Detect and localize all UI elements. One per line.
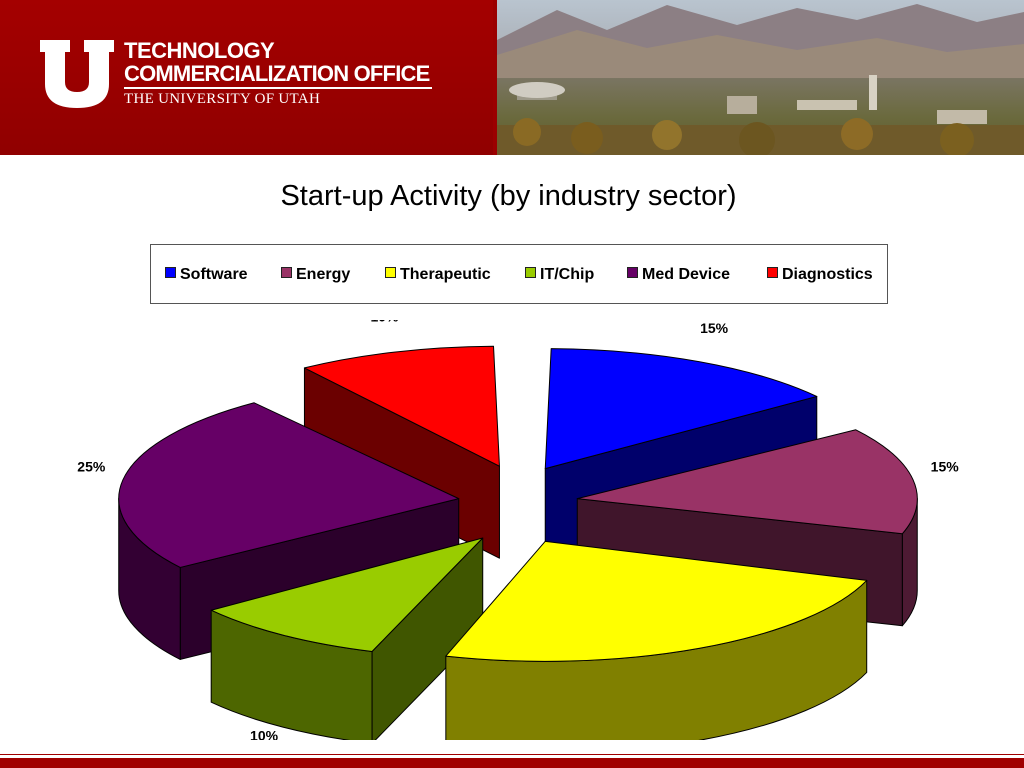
logo-block: TECHNOLOGY COMMERCIALIZATION OFFICE THE …: [0, 0, 493, 155]
slice-top-face: [544, 348, 818, 470]
org-name-line2: COMMERCIALIZATION OFFICE: [124, 61, 430, 86]
legend-label: Therapeutic: [400, 266, 491, 283]
legend-label: IT/Chip: [540, 266, 595, 283]
slice-top-face: [118, 402, 460, 568]
slice-top-face: [303, 345, 500, 467]
data-label-software: 15%: [700, 320, 729, 336]
pie-chart: 15%15%25%10%25%10%: [77, 320, 960, 740]
legend-item-software: Software: [165, 266, 248, 284]
legend-swatch: [627, 267, 638, 278]
legend-swatch: [767, 267, 778, 278]
legend-swatch: [385, 267, 396, 278]
pie-slice-it-chip: [210, 537, 484, 740]
data-label-energy: 15%: [931, 458, 960, 474]
block-u-logo-icon: [40, 40, 114, 108]
university-name: THE UNIVERSITY OF UTAH: [124, 91, 321, 107]
slice-top-face: [210, 537, 484, 652]
legend-swatch: [281, 267, 292, 278]
data-label-diagnostics: 10%: [370, 320, 399, 324]
legend-label: Energy: [296, 266, 351, 283]
slice-top-face: [445, 540, 868, 662]
legend-item-med-device: Med Device: [627, 266, 730, 284]
landscape-photo: [497, 0, 1024, 155]
legend-swatch: [525, 267, 536, 278]
header-banner: TECHNOLOGY COMMERCIALIZATION OFFICE THE …: [0, 0, 1024, 155]
data-label-it-chip: 10%: [250, 727, 279, 740]
chart-legend: Software Energy Therapeutic IT/Chip Med …: [150, 244, 888, 304]
footer-bar: [0, 758, 1024, 768]
chart-title: Start-up Activity (by industry sector): [280, 180, 737, 212]
org-divider: [124, 87, 432, 89]
legend-swatch: [165, 267, 176, 278]
legend-item-therapeutic: Therapeutic: [385, 266, 491, 284]
legend-label: Diagnostics: [782, 266, 873, 283]
footer-rule: [0, 754, 1024, 755]
slice-top-face: [576, 429, 918, 535]
pie-slice-therapeutic: [445, 540, 868, 740]
legend-item-energy: Energy: [281, 266, 350, 284]
legend-label: Med Device: [642, 266, 731, 283]
legend-item-diagnostics: Diagnostics: [767, 266, 873, 284]
data-label-med-device: 25%: [77, 458, 106, 474]
legend-label: Software: [180, 266, 248, 283]
legend-item-it-chip: IT/Chip: [525, 266, 594, 284]
org-name-line1: TECHNOLOGY: [124, 38, 275, 63]
